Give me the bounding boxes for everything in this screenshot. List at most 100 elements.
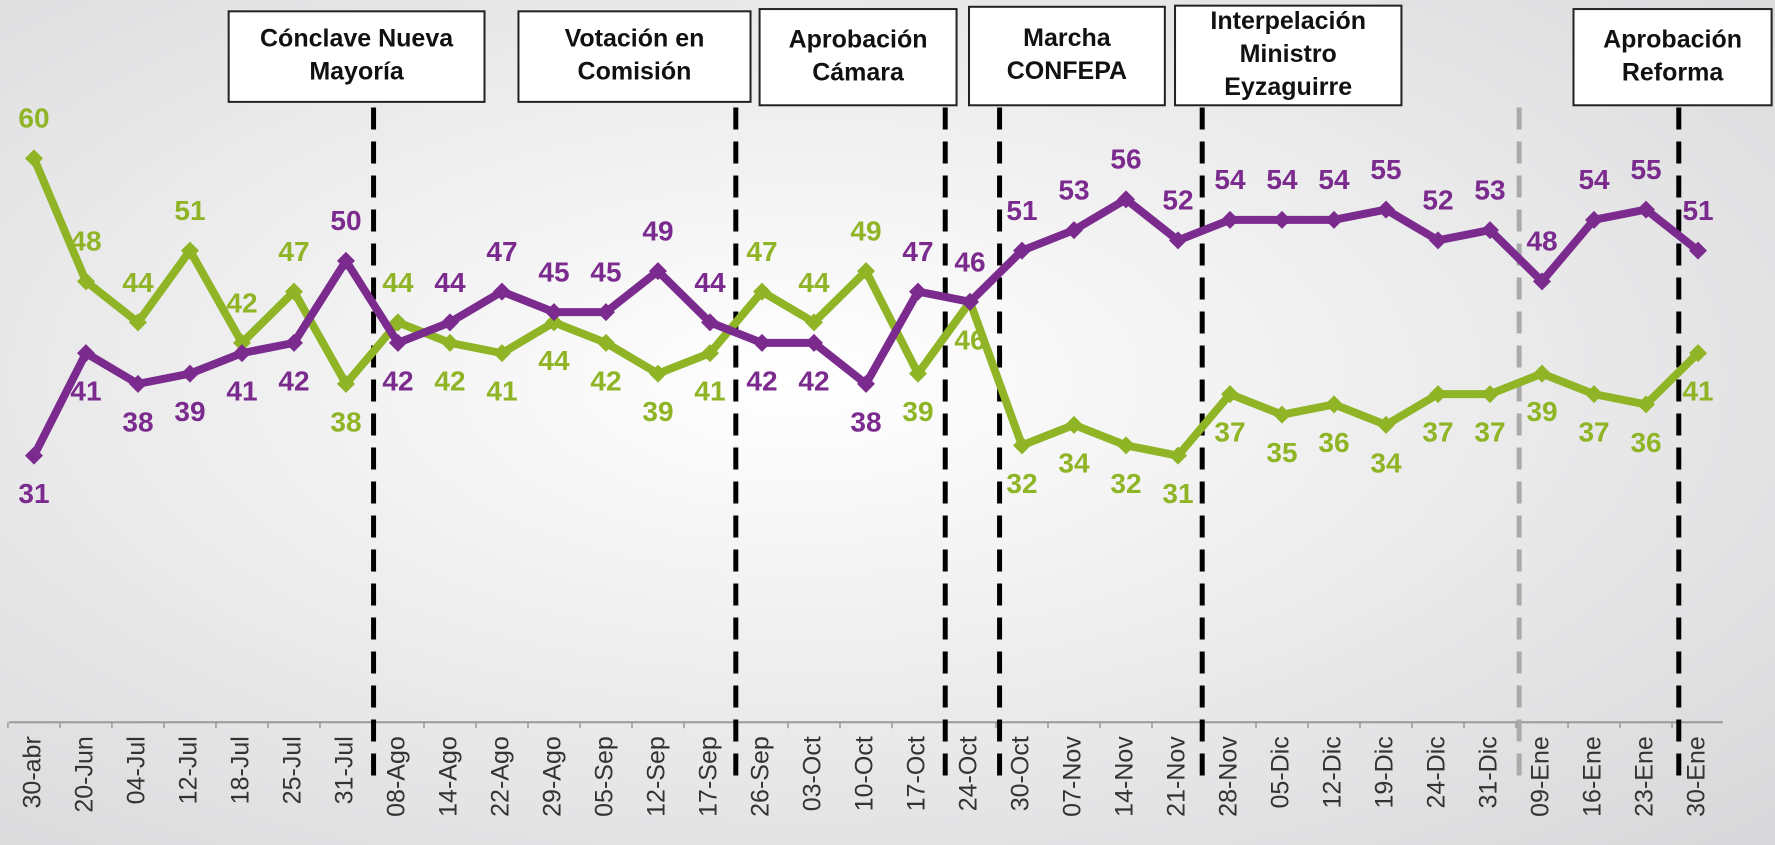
value-label: 51 bbox=[1682, 195, 1713, 226]
value-label: 37 bbox=[1474, 417, 1505, 448]
value-label: 41 bbox=[226, 376, 257, 407]
value-label: 52 bbox=[1162, 185, 1193, 216]
x-tick-label: 18-Jul bbox=[227, 736, 255, 804]
value-label: 48 bbox=[70, 226, 101, 257]
marker bbox=[388, 333, 407, 352]
marker bbox=[76, 344, 95, 363]
marker bbox=[24, 446, 43, 465]
marker bbox=[1585, 210, 1604, 229]
x-tick-label: 12-Dic bbox=[1319, 736, 1347, 808]
marker bbox=[1533, 364, 1552, 383]
x-tick-label: 14-Ago bbox=[435, 736, 463, 817]
x-tick-label: 05-Dic bbox=[1267, 736, 1295, 808]
marker bbox=[1481, 385, 1500, 404]
event-box bbox=[517, 10, 752, 103]
event-label: Reforma bbox=[1622, 58, 1725, 86]
value-label: 31 bbox=[1162, 478, 1193, 509]
event-label: Cámara bbox=[812, 58, 905, 86]
value-label: 46 bbox=[954, 246, 985, 277]
marker bbox=[752, 282, 771, 301]
marker bbox=[856, 374, 875, 393]
value-label: 53 bbox=[1058, 174, 1089, 205]
value-label: 47 bbox=[902, 236, 933, 267]
event-label: Mayoría bbox=[309, 58, 405, 86]
value-label: 44 bbox=[798, 267, 830, 298]
event-label: Interpelación bbox=[1210, 7, 1366, 35]
x-tick-label: 19-Dic bbox=[1371, 736, 1399, 808]
event-box bbox=[227, 10, 486, 103]
marker bbox=[1325, 395, 1344, 414]
marker bbox=[336, 251, 355, 270]
value-label: 44 bbox=[538, 345, 570, 376]
x-tick-label: 25-Jul bbox=[279, 736, 307, 804]
marker bbox=[804, 333, 823, 352]
value-label: 41 bbox=[1682, 376, 1713, 407]
marker bbox=[336, 374, 355, 393]
x-tick-label: 16-Ene bbox=[1579, 736, 1607, 817]
value-label: 56 bbox=[1110, 144, 1141, 175]
marker bbox=[232, 344, 251, 363]
value-label: 35 bbox=[1266, 437, 1297, 468]
marker bbox=[1377, 200, 1396, 219]
marker bbox=[1273, 405, 1292, 424]
value-label: 44 bbox=[382, 267, 414, 298]
event-label: Marcha bbox=[1023, 24, 1112, 52]
x-tick-label: 22-Ago bbox=[487, 736, 515, 817]
x-tick-label: 04-Jul bbox=[123, 736, 151, 804]
value-label: 54 bbox=[1266, 164, 1298, 195]
marker bbox=[1273, 210, 1292, 229]
marker bbox=[1689, 241, 1708, 260]
value-label: 46 bbox=[954, 324, 985, 355]
value-label: 60 bbox=[18, 103, 49, 134]
value-label: 39 bbox=[1526, 396, 1557, 427]
marker bbox=[1064, 415, 1083, 434]
value-label: 41 bbox=[70, 376, 101, 407]
marker bbox=[492, 282, 511, 301]
event-label: Comisión bbox=[578, 58, 692, 86]
value-label: 47 bbox=[746, 236, 777, 267]
marker bbox=[24, 149, 43, 168]
x-tick-label: 21-Nov bbox=[1163, 736, 1191, 817]
marker bbox=[804, 313, 823, 332]
value-label: 51 bbox=[174, 195, 205, 226]
value-label: 42 bbox=[382, 365, 413, 396]
value-label: 39 bbox=[174, 396, 205, 427]
marker bbox=[1325, 210, 1344, 229]
event-box bbox=[758, 8, 958, 107]
event-label: Aprobación bbox=[789, 25, 928, 53]
x-tick-label: 12-Sep bbox=[643, 736, 671, 817]
x-tick-label: 17-Oct bbox=[903, 736, 931, 811]
value-label: 55 bbox=[1630, 154, 1661, 185]
marker bbox=[544, 303, 563, 322]
x-tick-label: 12-Jul bbox=[175, 736, 203, 804]
value-label: 37 bbox=[1422, 417, 1453, 448]
marker bbox=[960, 292, 979, 311]
x-tick-label: 26-Sep bbox=[747, 736, 775, 817]
marker bbox=[180, 241, 199, 260]
value-label: 34 bbox=[1370, 447, 1402, 478]
x-tick-label: 28-Nov bbox=[1215, 736, 1243, 817]
marker bbox=[1377, 415, 1396, 434]
x-tick-label: 30-Oct bbox=[1007, 736, 1035, 811]
value-label: 44 bbox=[122, 267, 154, 298]
marker bbox=[700, 344, 719, 363]
value-label: 54 bbox=[1578, 164, 1610, 195]
value-label: 52 bbox=[1422, 185, 1453, 216]
marker bbox=[232, 333, 251, 352]
marker bbox=[752, 333, 771, 352]
x-tick-label: 29-Ago bbox=[539, 736, 567, 817]
marker bbox=[596, 333, 615, 352]
marker bbox=[700, 313, 719, 332]
value-label: 39 bbox=[902, 396, 933, 427]
x-tick-label: 17-Sep bbox=[695, 736, 723, 817]
marker bbox=[1481, 221, 1500, 240]
x-tick-label: 30-abr bbox=[19, 736, 47, 808]
marker bbox=[1117, 436, 1136, 455]
x-tick-label: 03-Oct bbox=[799, 736, 827, 811]
event-label: Ministro bbox=[1240, 40, 1337, 68]
value-label: 34 bbox=[1058, 447, 1090, 478]
value-label: 37 bbox=[1214, 417, 1245, 448]
x-tick-label: 30-Ene bbox=[1683, 736, 1711, 817]
marker bbox=[1064, 221, 1083, 240]
